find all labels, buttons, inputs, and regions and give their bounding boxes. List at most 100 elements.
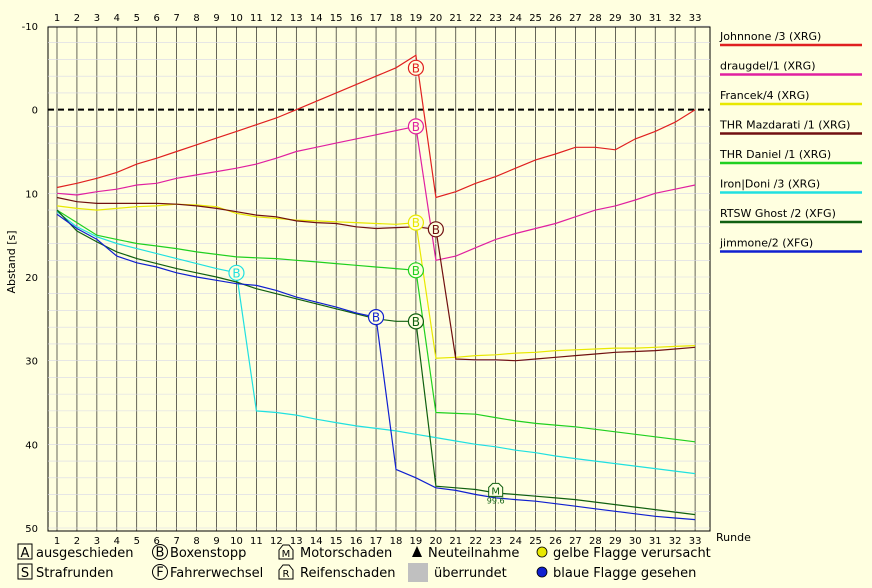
x-tick-label-bottom: 31 <box>649 536 662 547</box>
pit-stop-marker-label: B <box>412 216 420 230</box>
x-tick-label-top: 4 <box>114 13 120 24</box>
series-line <box>56 203 696 359</box>
x-tick-label-bottom: 19 <box>410 536 423 547</box>
legend-entry-label: Johnnone /3 (XRG) <box>719 30 821 43</box>
pit-stop-marker-label: B <box>412 315 420 329</box>
x-tick-label-bottom: 24 <box>509 536 522 547</box>
key-label: überrundet <box>434 566 507 581</box>
x-tick-label-top: 12 <box>270 13 283 24</box>
pit-stop-marker <box>407 262 425 279</box>
x-tick-label-top: 13 <box>290 13 303 24</box>
x-tick-label-top: 7 <box>173 13 179 24</box>
legend-entry-label: THR Mazdarati /1 (XRG) <box>719 119 850 132</box>
x-tick-label-top: 16 <box>350 13 363 24</box>
pit-stop-marker <box>407 313 425 330</box>
pit-stop-marker <box>407 118 425 135</box>
key-label: Motorschaden <box>300 546 392 561</box>
x-tick-label-bottom: 27 <box>569 536 582 547</box>
x-tick-label-bottom: 7 <box>173 536 179 547</box>
key-symbol-damage <box>278 564 294 580</box>
series-line <box>56 211 696 475</box>
pit-stop-marker <box>427 221 444 238</box>
x-tick-label-bottom: 4 <box>114 536 120 547</box>
pit-stop-marker-label: B <box>412 120 420 134</box>
x-tick-label-bottom: 18 <box>390 536 403 547</box>
x-tick-label-bottom: 20 <box>429 536 442 547</box>
x-tick-label-top: 30 <box>629 13 642 24</box>
key-label: gelbe Flagge verursacht <box>553 546 711 561</box>
pit-stop-marker-label: B <box>232 266 240 280</box>
x-tick-label-bottom: 25 <box>529 536 542 547</box>
legend: Johnnone /3 (XRG) draugdel/1 (XRG) Francek… <box>719 30 862 253</box>
x-tick-label-bottom: 32 <box>669 536 682 547</box>
pit-stop-marker-label: B <box>372 311 380 325</box>
key-symbol-letter: A <box>21 546 30 561</box>
key-symbol-letter: S <box>21 566 29 581</box>
x-tick-label-bottom: 1 <box>54 536 60 547</box>
y-tick-label: 20 <box>25 273 38 284</box>
pit-stop-marker <box>407 214 425 231</box>
key-symbol-circle <box>152 564 168 580</box>
pit-stop-marker-label: B <box>412 61 420 75</box>
x-tick-label-bottom: 11 <box>250 536 263 547</box>
x-tick-label-bottom: 3 <box>94 536 100 547</box>
key-symbol-letter: R <box>283 569 290 580</box>
y-tick-label: 40 <box>25 440 38 451</box>
pit-stop-marker <box>407 59 425 76</box>
key-symbol-damage <box>278 544 294 560</box>
x-axis-label: Runde <box>716 531 751 544</box>
x-tick-label-top: 2 <box>74 13 80 24</box>
x-tick-label-bottom: 21 <box>449 536 462 547</box>
x-tick-label-top: 15 <box>330 13 343 24</box>
x-tick-label-top: 9 <box>213 13 219 24</box>
y-tick-label: 30 <box>25 357 38 368</box>
x-tick-label-bottom: 2 <box>74 536 80 547</box>
y-tick-label: -10 <box>22 22 38 33</box>
key-symbol-dot <box>536 546 548 558</box>
y-tick-label: 50 <box>25 524 38 535</box>
x-tick-label-bottom: 10 <box>230 536 243 547</box>
pit-stop-marker <box>228 264 245 281</box>
key-label: Reifenschaden <box>300 566 396 581</box>
legend-entry-label: draugdel/1 (XRG) <box>720 60 816 73</box>
axis-ticks: 1122334455667788991010111112121313141415… <box>22 13 702 547</box>
plot-frame <box>47 26 711 532</box>
key-symbol-circle <box>152 544 168 560</box>
legend-entry-label: Francek/4 (XRG) <box>720 89 809 102</box>
legend-entry-label: jimmone/2 (XFG) <box>719 237 813 250</box>
x-tick-label-top: 25 <box>529 13 542 24</box>
y-tick-label: 10 <box>25 189 38 200</box>
x-tick-label-bottom: 6 <box>154 536 160 547</box>
x-tick-label-top: 26 <box>549 13 562 24</box>
key-symbol-dot <box>536 566 548 578</box>
key-symbol-swatch <box>408 563 428 582</box>
y-axis-label: Abstand [s] <box>5 230 18 293</box>
x-tick-label-bottom: 15 <box>330 536 343 547</box>
key-label: Neuteilnahme <box>428 546 519 561</box>
key-label: ausgeschieden <box>36 546 134 561</box>
x-tick-label-top: 8 <box>193 13 199 24</box>
x-tick-label-bottom: 22 <box>469 536 482 547</box>
x-tick-label-top: 33 <box>689 13 702 24</box>
key-label: blaue Flagge gesehen <box>553 566 696 581</box>
key-symbol-box <box>17 543 33 560</box>
key-label: Boxenstopp <box>170 546 246 561</box>
x-tick-label-top: 11 <box>250 13 263 24</box>
x-tick-label-top: 10 <box>230 13 243 24</box>
key-label: Fahrerwechsel <box>170 566 263 581</box>
x-tick-label-top: 28 <box>589 13 602 24</box>
x-tick-label-bottom: 30 <box>629 536 642 547</box>
x-tick-label-top: 20 <box>429 13 442 24</box>
x-tick-label-top: 1 <box>54 13 60 24</box>
x-tick-label-bottom: 26 <box>549 536 562 547</box>
key-symbol-letter: F <box>156 566 163 581</box>
x-tick-label-top: 6 <box>154 13 160 24</box>
x-tick-label-top: 14 <box>310 13 323 24</box>
x-tick-label-bottom: 33 <box>689 536 702 547</box>
x-tick-label-top: 22 <box>469 13 482 24</box>
key-symbol-triangle <box>412 546 422 557</box>
x-tick-label-bottom: 9 <box>213 536 219 547</box>
